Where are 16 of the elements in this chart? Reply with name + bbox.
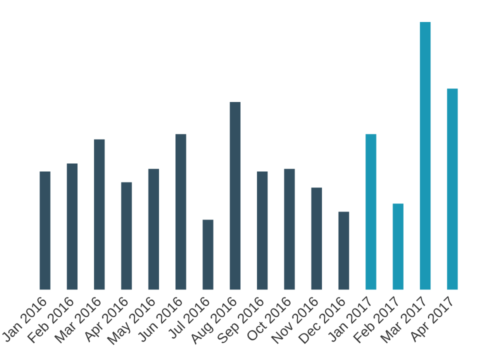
bar bbox=[447, 88, 458, 290]
bar bbox=[40, 172, 50, 290]
bar bbox=[176, 134, 186, 290]
bar bbox=[202, 220, 214, 290]
bar bbox=[256, 172, 268, 290]
bar bbox=[338, 212, 350, 290]
bar bbox=[392, 204, 404, 290]
bar bbox=[420, 22, 431, 290]
bar bbox=[94, 139, 105, 290]
bar bbox=[284, 168, 295, 290]
bar bbox=[66, 164, 78, 290]
bar bbox=[311, 188, 322, 290]
bar bbox=[121, 182, 132, 290]
bar bbox=[148, 168, 160, 290]
bar bbox=[366, 134, 376, 290]
bar bbox=[230, 102, 240, 290]
